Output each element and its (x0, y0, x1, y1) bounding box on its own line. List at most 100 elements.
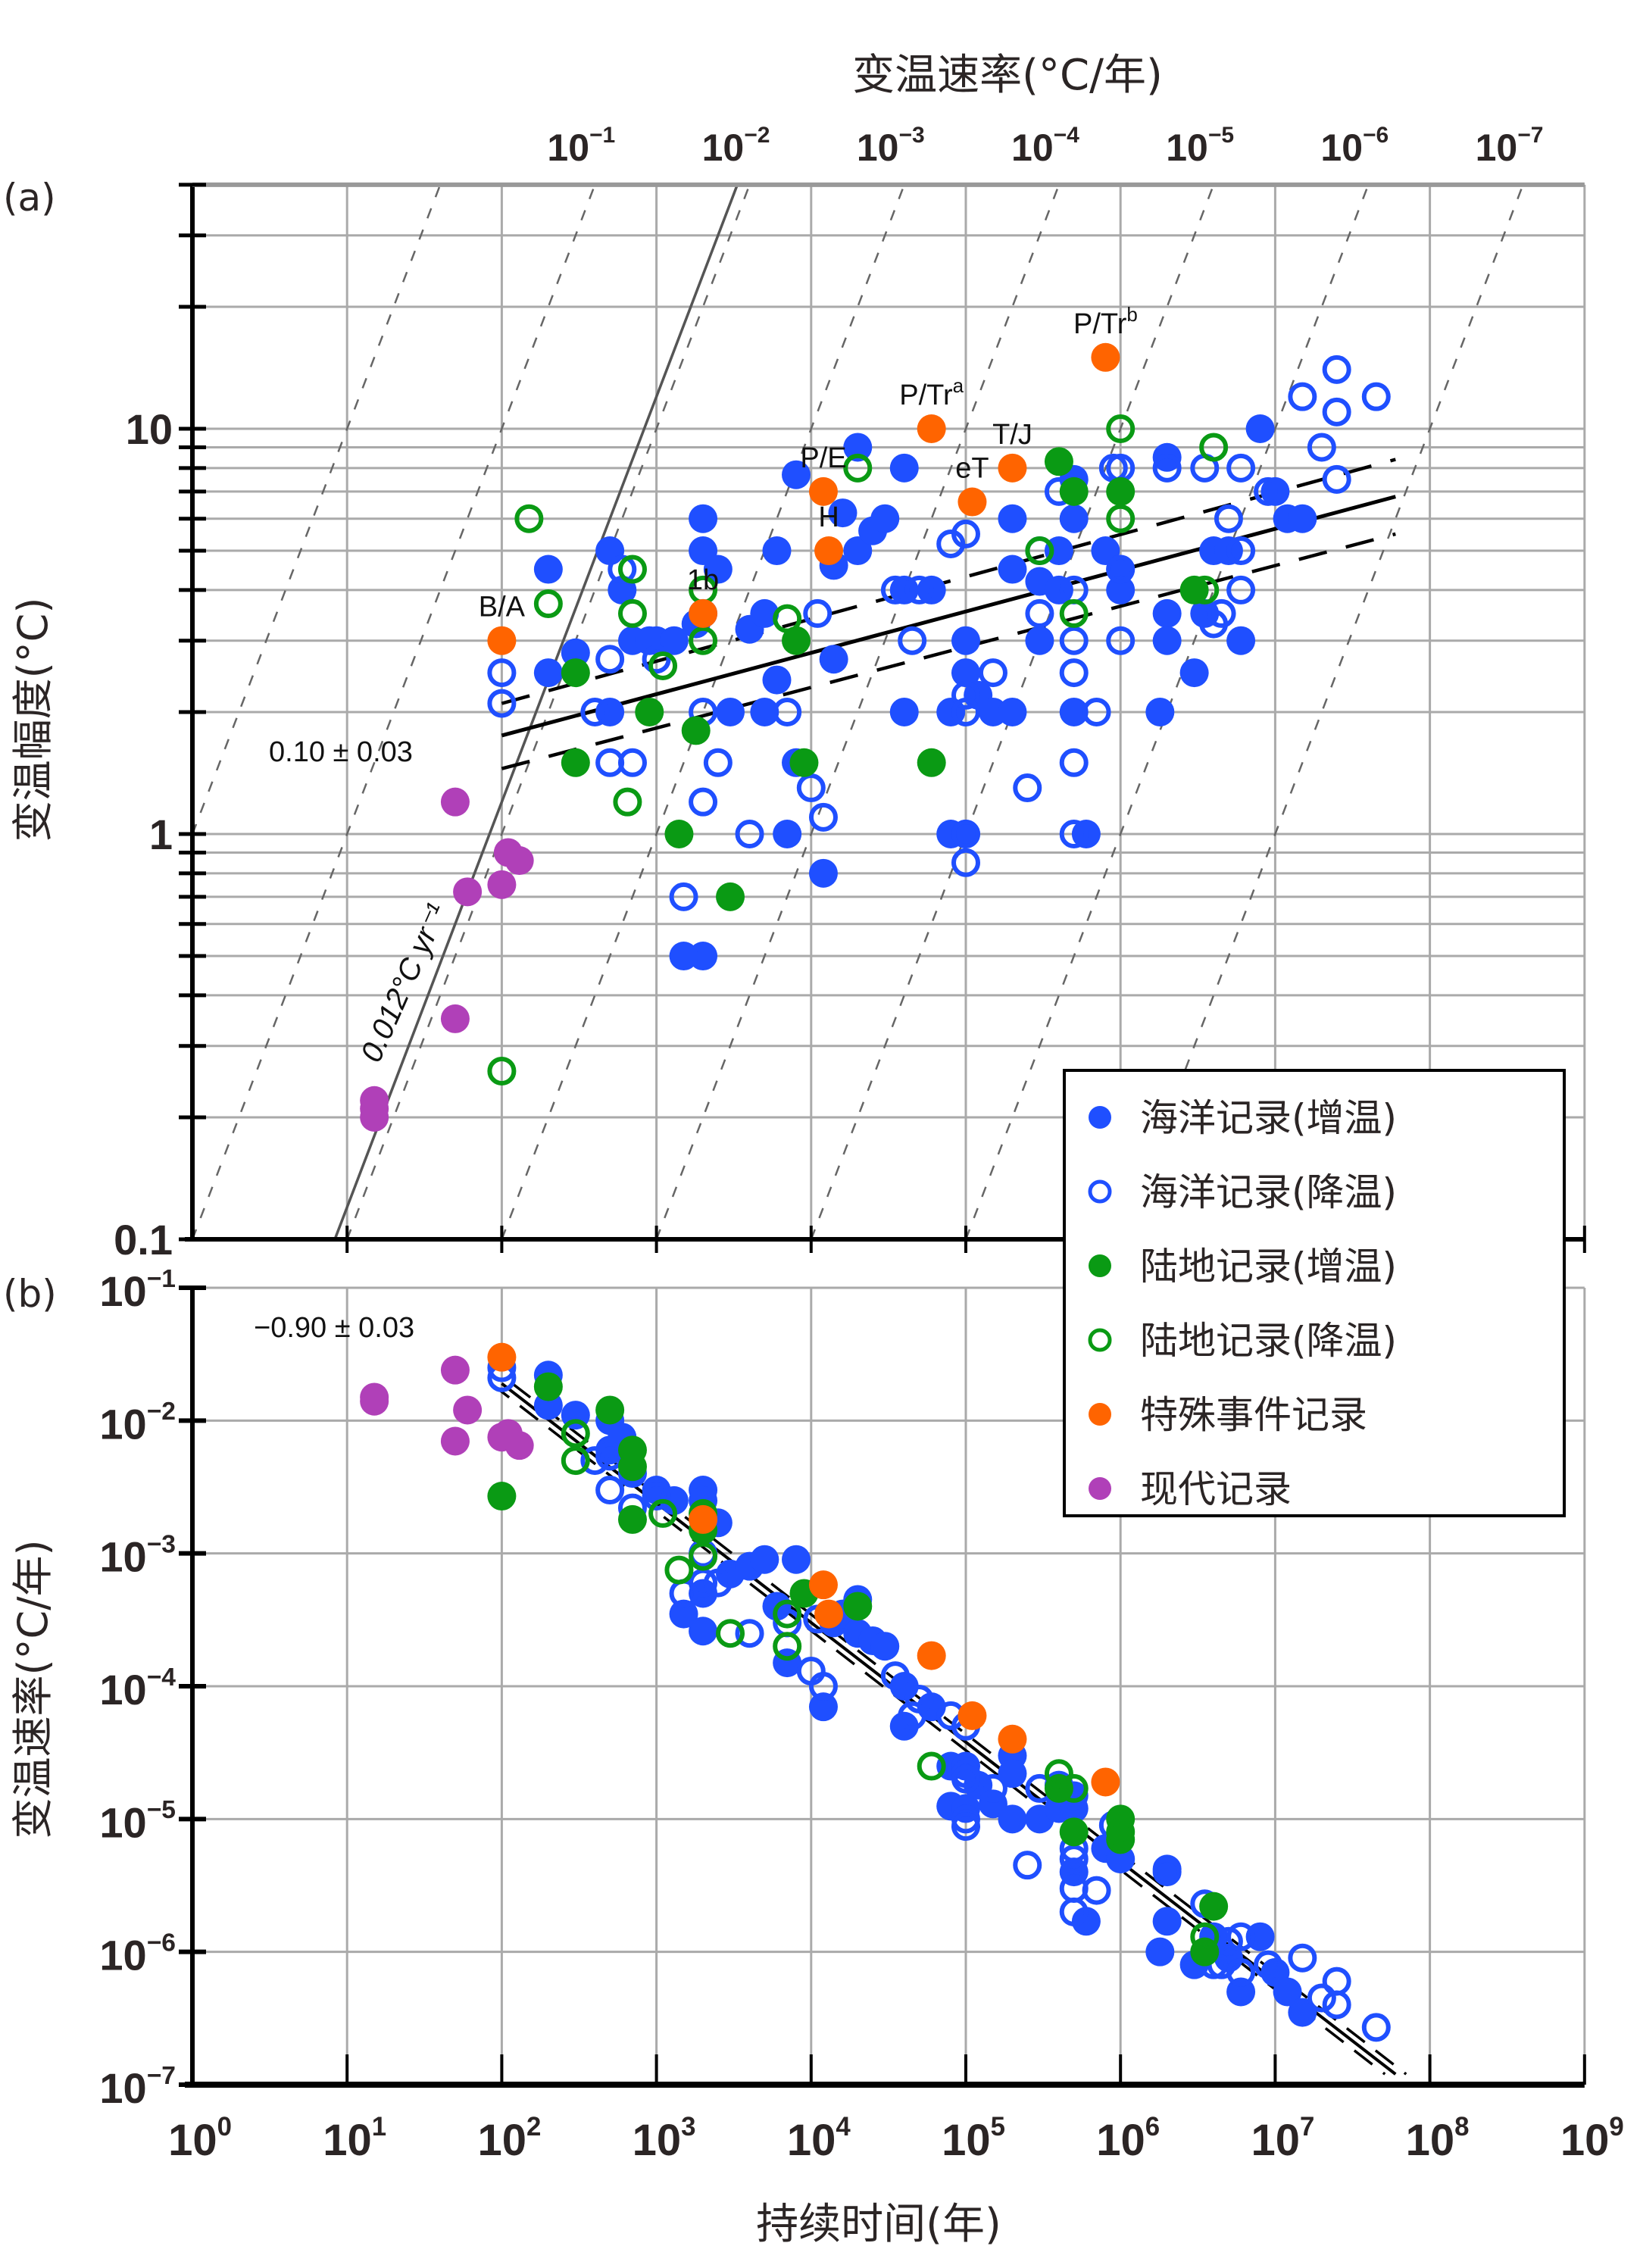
event-label: T/J (992, 419, 1032, 451)
panel-b-y-tick-label-exponent: −7 (147, 2062, 176, 2090)
panel-b-point (1226, 1922, 1256, 1951)
panel-a-point (1214, 504, 1243, 533)
panel-a-point (1106, 414, 1136, 443)
panel-a-point (1322, 464, 1351, 494)
legend-item-label: 陆地记录(增温) (1140, 1245, 1397, 1289)
panel-a-point (819, 645, 848, 674)
x-tick-label: 101 (323, 2112, 386, 2165)
panel-b-y-tick-label: 10−5 (99, 1796, 176, 1846)
panel-b-point (1322, 1967, 1351, 1996)
panel-b-point (917, 1641, 946, 1670)
panel-a-point (613, 787, 642, 817)
panel-a-grid (192, 183, 1586, 1239)
panel-a-point (504, 846, 534, 876)
panel-b-point (453, 1395, 483, 1425)
panel-a-point (773, 697, 802, 726)
panel-a-label: (a) (3, 176, 56, 220)
x-tick-label-exponent: 1 (372, 2112, 386, 2141)
panel-a-point (617, 598, 647, 628)
panel-a-point (773, 604, 802, 633)
legend-marker-icon (1089, 1477, 1111, 1500)
panel-b-point (648, 1498, 678, 1528)
panel-a-point (595, 536, 625, 566)
panel-a-point (689, 787, 718, 817)
panel-b-point (750, 1545, 779, 1574)
panel-a-point (703, 748, 733, 777)
legend-item-label: 现代记录 (1140, 1467, 1292, 1511)
legend-box (1063, 1069, 1566, 1517)
panel-a-point (1207, 598, 1236, 628)
panel-a-fit-label: 0.10 ± 0.03 (269, 736, 413, 768)
tick-labels: 10−1 10−2 10−3 10−4 10−5 10−6 10−70.111010−110… (99, 123, 1623, 2165)
panel-a-point (716, 697, 745, 726)
panel-b-point (773, 1599, 802, 1629)
panel-a-point (1025, 626, 1054, 655)
panel-b-point (917, 1751, 946, 1781)
panel-a-point (1106, 504, 1136, 533)
panel-b-point (1361, 2013, 1391, 2042)
x-tick-label-exponent: 5 (991, 2112, 1005, 2141)
panel-b-fit-label: −0.90 ± 0.03 (254, 1312, 414, 1344)
panel-b-point (487, 1482, 517, 1511)
panel-a-point (808, 858, 838, 888)
panel-a-point (440, 787, 470, 817)
panel-a-point (1106, 476, 1136, 506)
panel-a-point (1059, 476, 1089, 506)
panel-a-fit-line (501, 495, 1396, 738)
panel-b-point (1044, 1759, 1073, 1788)
panel-b-point (617, 1504, 647, 1534)
panel-a-point (664, 820, 694, 848)
panel-a-point (1254, 476, 1283, 506)
panel-b-point (880, 1661, 910, 1691)
panel-a-point (814, 536, 844, 566)
x-tick-label-exponent: 6 (1145, 2112, 1160, 2141)
panel-a-point (998, 555, 1027, 584)
panel-a-point (533, 555, 563, 584)
rate-tick-label: 10−3 (857, 123, 925, 169)
legend-item-label: 海洋记录(降温) (1140, 1170, 1397, 1214)
panel-a-point (1091, 342, 1120, 372)
panel-a-point (1044, 447, 1073, 476)
panel-a-point (917, 748, 946, 777)
panel-a-point (1245, 414, 1275, 443)
panel-a-point (1059, 820, 1089, 848)
panel-a-point (689, 504, 718, 533)
panel-a-point (808, 802, 838, 832)
panel-b-point (814, 1599, 844, 1629)
x-tick-label-exponent: 0 (217, 2112, 232, 2141)
panel-b-points (360, 1342, 1391, 2042)
panel-b-point (1059, 1897, 1089, 1926)
panel-a-y-tick-label: 1 (149, 811, 173, 858)
panel-a-point (750, 697, 779, 726)
panel-b-point (533, 1372, 563, 1401)
rate-tick-label: 10−5 (1166, 123, 1234, 169)
event-label: 1b (687, 564, 719, 596)
rate-tick-label: 10−6 (1320, 123, 1389, 169)
panel-a-point (1322, 397, 1351, 426)
panel-b-y-tick-label: 10−7 (99, 2062, 176, 2112)
panel-a-point (1322, 355, 1351, 384)
panel-a-point (978, 658, 1007, 688)
panel-a-point (608, 555, 637, 584)
panel-b-point (669, 1599, 698, 1629)
panel-b-point (703, 1568, 733, 1598)
panel-b-point (808, 1692, 838, 1722)
panel-b-point (689, 1504, 718, 1534)
rate-tick-exponent: −7 (1517, 123, 1543, 148)
panel-b-point (360, 1386, 389, 1416)
panel-a-point (533, 658, 563, 688)
panel-b-point (1145, 1937, 1175, 1967)
panel-a-point (617, 748, 647, 777)
panel-b-point (504, 1431, 534, 1460)
panel-b-point (898, 1701, 927, 1730)
panel-a-point (951, 519, 980, 548)
panel-a-point (1013, 773, 1042, 803)
panel-b-y-tick-label: 10−2 (99, 1398, 176, 1448)
panel-a-point (360, 1094, 389, 1123)
panel-a-point (1226, 536, 1256, 566)
panel-a-point (681, 716, 711, 745)
panel-b-point (1059, 1845, 1089, 1874)
legend: 海洋记录(增温) 海洋记录(降温) 陆地记录(增温) 陆地记录(降温) 特殊事件记录现代… (1063, 1069, 1566, 1517)
panel-a-y-tick-label: 0.1 (114, 1216, 173, 1264)
rate-tick-exponent: −4 (1054, 123, 1080, 148)
